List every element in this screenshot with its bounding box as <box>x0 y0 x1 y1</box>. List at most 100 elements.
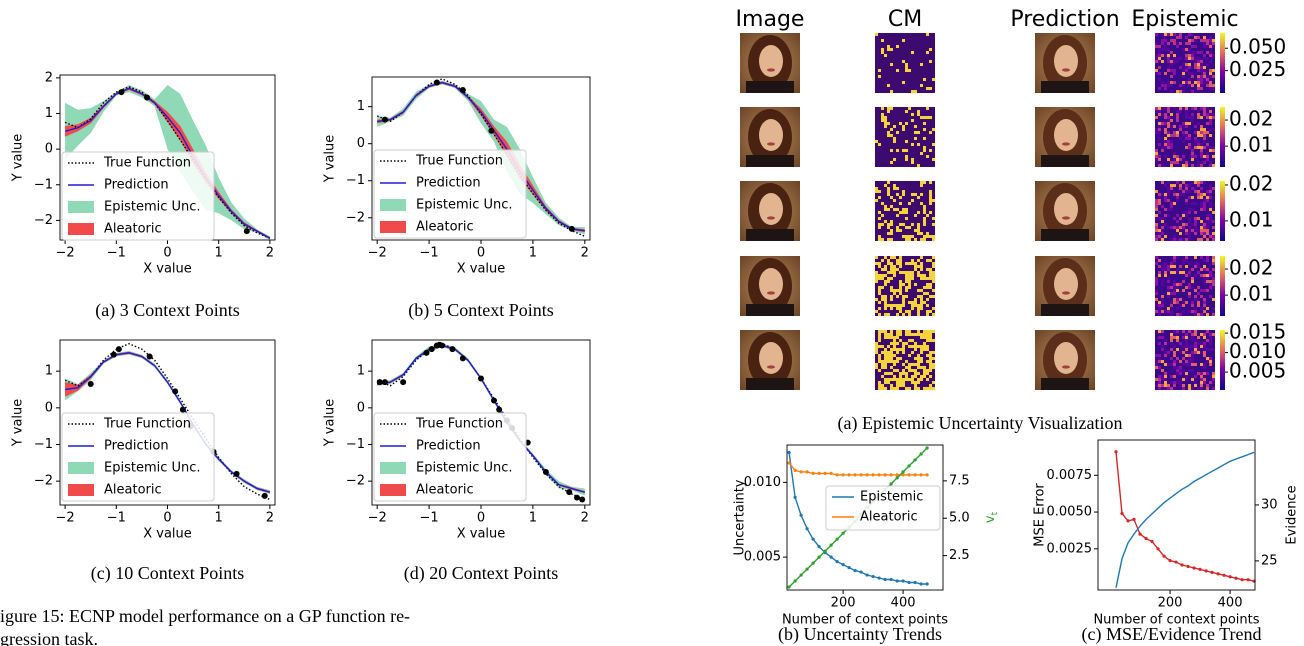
map-pixel <box>1167 158 1170 161</box>
mask-pixel <box>881 51 884 54</box>
mask-pixel <box>875 280 878 283</box>
map-pixel <box>1164 155 1167 158</box>
map-pixel <box>1203 60 1206 63</box>
map-pixel <box>1170 66 1173 69</box>
map-pixel <box>1167 33 1170 36</box>
map-pixel <box>1197 262 1200 265</box>
mask-pixel <box>902 372 905 375</box>
map-pixel <box>1203 217 1206 220</box>
map-pixel <box>1188 259 1191 262</box>
map-pixel <box>1170 131 1173 134</box>
map-pixel <box>1191 256 1194 259</box>
map-pixel <box>1167 36 1170 39</box>
mask-pixel <box>923 122 926 125</box>
map-pixel <box>1170 164 1173 167</box>
map-pixel <box>1182 45 1185 48</box>
mask-pixel <box>911 381 914 384</box>
map-pixel <box>1212 72 1215 75</box>
map-pixel <box>1161 336 1164 339</box>
mask-pixel <box>905 295 908 298</box>
map-pixel <box>1191 307 1194 310</box>
map-pixel <box>1209 187 1212 190</box>
map-pixel <box>1188 369 1191 372</box>
map-pixel <box>1188 217 1191 220</box>
mask-pixel <box>920 378 923 381</box>
map-pixel <box>1170 342 1173 345</box>
mask-pixel <box>881 345 884 348</box>
mask-pixel <box>932 238 935 241</box>
map-pixel <box>1182 143 1185 146</box>
map-pixel <box>1203 339 1206 342</box>
lips <box>767 216 775 220</box>
map-pixel <box>1173 286 1176 289</box>
mask-pixel <box>896 351 899 354</box>
map-pixel <box>1194 292 1197 295</box>
map-pixel <box>1200 262 1203 265</box>
map-pixel <box>1209 387 1212 390</box>
colorbar-tick-label: 0.010 <box>1229 339 1286 363</box>
y-tick-label: 0.0050 <box>1047 505 1093 520</box>
mask-pixel <box>926 330 929 333</box>
map-pixel <box>1182 301 1185 304</box>
map-pixel <box>1206 307 1209 310</box>
mask-pixel <box>923 137 926 140</box>
mask-pixel <box>896 360 899 363</box>
map-pixel <box>1155 110 1158 113</box>
mask-pixel <box>932 330 935 333</box>
map-pixel <box>1170 271 1173 274</box>
map-pixel <box>1176 238 1179 241</box>
legend-swatch <box>68 223 94 235</box>
map-pixel <box>1176 375 1179 378</box>
mask-pixel <box>902 128 905 131</box>
map-pixel <box>1185 283 1188 286</box>
map-pixel <box>1197 292 1200 295</box>
map-pixel <box>1179 131 1182 134</box>
mask-pixel <box>908 301 911 304</box>
map-pixel <box>1176 256 1179 259</box>
mask-pixel <box>929 181 932 184</box>
map-pixel <box>1158 238 1161 241</box>
map-pixel <box>1167 125 1170 128</box>
mask-pixel <box>908 339 911 342</box>
map-pixel <box>1170 149 1173 152</box>
map-pixel <box>1203 137 1206 140</box>
map-pixel <box>1164 304 1167 307</box>
series-marker <box>919 582 923 586</box>
face-skin <box>1054 193 1078 225</box>
map-pixel <box>1191 131 1194 134</box>
map-pixel <box>1182 280 1185 283</box>
mask-pixel <box>896 336 899 339</box>
mask-pixel <box>887 181 890 184</box>
map-pixel <box>1197 107 1200 110</box>
map-pixel <box>1185 259 1188 262</box>
map-pixel <box>1170 292 1173 295</box>
mask-pixel <box>902 295 905 298</box>
map-pixel <box>1200 265 1203 268</box>
map-pixel <box>1209 375 1212 378</box>
map-pixel <box>1194 69 1197 72</box>
map-pixel <box>1179 265 1182 268</box>
map-pixel <box>1212 348 1215 351</box>
map-pixel <box>1185 214 1188 217</box>
map-pixel <box>1203 158 1206 161</box>
legend-swatch <box>68 484 94 496</box>
map-pixel <box>1212 345 1215 348</box>
mask-pixel <box>887 354 890 357</box>
mask-pixel <box>929 366 932 369</box>
mask-pixel <box>884 360 887 363</box>
map-pixel <box>1173 333 1176 336</box>
map-pixel <box>1155 283 1158 286</box>
mask-pixel <box>887 259 890 262</box>
map-pixel <box>1158 72 1161 75</box>
mask-pixel <box>905 158 908 161</box>
mask-pixel <box>896 384 899 387</box>
epistemic-map <box>1155 330 1215 390</box>
map-pixel <box>1188 187 1191 190</box>
mask-pixel <box>917 345 920 348</box>
mask-pixel <box>908 354 911 357</box>
mask-pixel <box>920 336 923 339</box>
mask-pixel <box>908 363 911 366</box>
mask-pixel <box>899 280 902 283</box>
map-pixel <box>1158 152 1161 155</box>
panel-caption: (c) MSE/Evidence Trend <box>1082 624 1262 645</box>
